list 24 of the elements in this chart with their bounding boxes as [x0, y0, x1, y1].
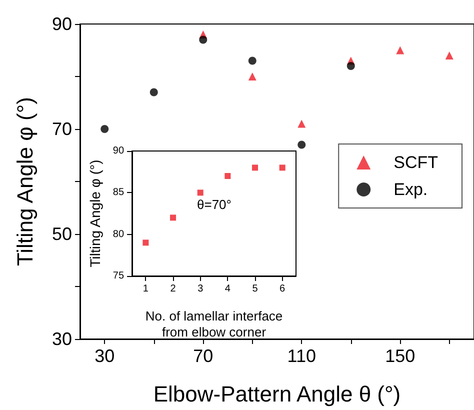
x-tick-label: 4 — [224, 284, 231, 294]
y-axis-title: Tilting Angle φ (°) — [12, 97, 38, 266]
x-tick-label: 3 — [198, 284, 204, 294]
y-tick-label: 80 — [112, 228, 124, 240]
y-tick-label: 85 — [112, 187, 124, 198]
y-tick-label: 90 — [52, 14, 72, 34]
legend-label: SCFT — [394, 153, 438, 172]
x-tick-label: 5 — [252, 284, 258, 294]
legend-label: Exp. — [394, 180, 428, 199]
x-tick-label: 6 — [280, 284, 286, 294]
x-tick-label: 70 — [193, 346, 214, 366]
x-tick-label: 110 — [287, 346, 316, 366]
x-axis-title: No. of lamellar interface from elbow corner — [145, 308, 283, 340]
y-tick-label: 75 — [112, 270, 124, 282]
y-axis-title: Tilting Angle φ (°) — [87, 160, 103, 268]
y-tick-label: 50 — [52, 224, 72, 244]
x-axis-title: Elbow-Pattern Angle θ (°) — [153, 382, 401, 406]
x-tick-label: 2 — [170, 284, 176, 294]
x-tick-label: 150 — [385, 346, 416, 366]
y-tick-label: 90 — [112, 146, 124, 156]
y-tick-label: 30 — [52, 329, 72, 349]
y-tick-label: 70 — [52, 119, 72, 139]
x-tick-label: 1 — [142, 284, 149, 294]
annotation: θ=70° — [197, 197, 232, 212]
